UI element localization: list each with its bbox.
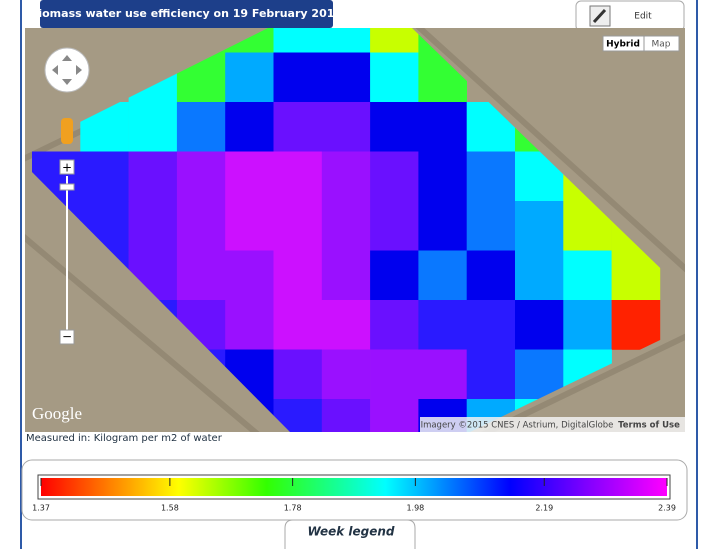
heat-cell — [515, 300, 564, 350]
heat-cell — [418, 102, 467, 152]
heat-cell — [515, 251, 564, 301]
heat-cell — [418, 201, 467, 251]
title: Biomass water use efficiency on 19 Febru… — [30, 7, 342, 20]
heat-cell — [563, 251, 612, 301]
heat-cell — [274, 300, 323, 350]
legend-tick-label: 1.98 — [406, 504, 424, 513]
heat-cell — [225, 300, 274, 350]
heat-cell — [467, 201, 516, 251]
heat-cell — [129, 152, 178, 202]
heat-cell — [467, 152, 516, 202]
zoom-in-label[interactable]: + — [62, 161, 72, 175]
attribution: Imagery ©2015 CNES / Astrium, DigitalGlo… — [421, 421, 614, 431]
heat-cell — [322, 399, 371, 449]
edit-label[interactable]: Edit — [634, 12, 652, 22]
zoom-handle[interactable] — [60, 184, 74, 190]
zoom-out-label[interactable]: − — [62, 330, 72, 344]
heat-cell — [322, 350, 371, 400]
heat-cell — [418, 350, 467, 400]
heat-cell — [225, 251, 274, 301]
heat-cell — [177, 251, 226, 301]
heat-cell — [322, 251, 371, 301]
heat-cell — [370, 201, 419, 251]
legend-tick-label: 1.58 — [161, 504, 179, 513]
heat-cell — [370, 300, 419, 350]
map-label[interactable]: Map — [652, 40, 671, 50]
legend-tick-label: 2.39 — [658, 504, 676, 513]
heat-cell — [274, 201, 323, 251]
heat-cell — [129, 102, 178, 152]
heat-cell — [563, 300, 612, 350]
heat-cell — [418, 152, 467, 202]
heat-cell — [225, 102, 274, 152]
heat-cell — [418, 251, 467, 301]
heat-cell — [274, 53, 323, 103]
heat-cell — [612, 300, 661, 350]
terms-link[interactable]: Terms of Use — [618, 421, 680, 431]
heat-cell — [467, 300, 516, 350]
heat-cell — [225, 201, 274, 251]
heat-cell — [322, 102, 371, 152]
heat-cell — [370, 350, 419, 400]
units: Measured in: Kilogram per m2 of water — [26, 433, 223, 444]
heat-cell — [225, 53, 274, 103]
pan-control[interactable] — [45, 48, 89, 92]
legend-tick-label: 1.37 — [32, 504, 50, 513]
legend-gradient — [41, 478, 667, 496]
heat-cell — [322, 53, 371, 103]
heat-cell — [322, 300, 371, 350]
hybrid-label[interactable]: Hybrid — [606, 40, 640, 50]
heat-cell — [370, 152, 419, 202]
heat-cell — [322, 152, 371, 202]
heat-cell — [274, 102, 323, 152]
heat-cell — [370, 3, 419, 53]
heat-cell — [515, 201, 564, 251]
legend-tick-label: 2.19 — [535, 504, 553, 513]
google-logo: Google — [32, 404, 82, 423]
heat-cell — [370, 102, 419, 152]
heat-cell — [177, 102, 226, 152]
legend-tick-label: 1.78 — [284, 504, 302, 513]
page: Biomass water use efficiency on 19 Febru… — [0, 0, 701, 549]
heat-cell — [370, 399, 419, 449]
heat-cell — [225, 152, 274, 202]
heat-cell — [274, 251, 323, 301]
heat-cell — [80, 152, 129, 202]
pegman[interactable] — [61, 118, 73, 144]
heat-cell — [177, 152, 226, 202]
heat-cell — [418, 300, 467, 350]
heat-cell — [274, 152, 323, 202]
map — [0, 3, 701, 470]
heat-cell — [467, 350, 516, 400]
heat-cell — [129, 201, 178, 251]
legend-tab-label[interactable]: Week legend — [307, 525, 394, 539]
heat-cell — [370, 251, 419, 301]
heat-cell — [274, 350, 323, 400]
heat-cell — [177, 201, 226, 251]
heat-cell — [467, 251, 516, 301]
heat-cell — [370, 53, 419, 103]
heat-cell — [322, 201, 371, 251]
